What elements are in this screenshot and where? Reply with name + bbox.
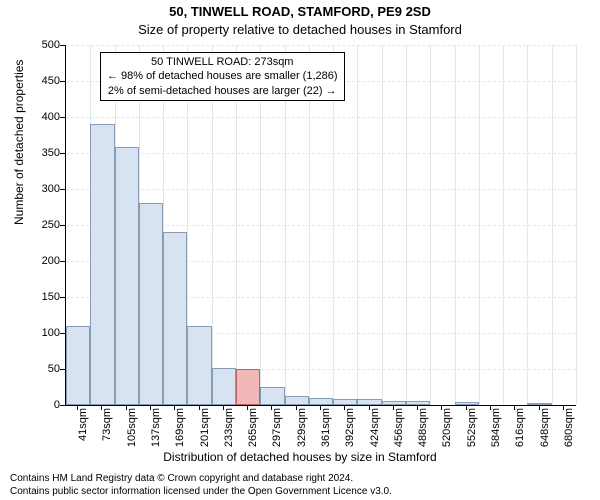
bar (285, 396, 309, 405)
footer-line-1: Contains HM Land Registry data © Crown c… (10, 472, 600, 485)
y-tick-label: 400 (25, 111, 60, 123)
x-tick-mark (441, 405, 442, 410)
bar-highlight (236, 369, 260, 405)
bar (382, 401, 406, 405)
chart-subtitle: Size of property relative to detached ho… (0, 22, 600, 37)
x-tick-mark (77, 405, 78, 410)
bar (212, 368, 236, 405)
y-tick-label: 450 (25, 75, 60, 87)
bar (187, 326, 211, 405)
x-tick-mark (174, 405, 175, 410)
y-tick-label: 50 (25, 363, 60, 375)
x-tick-mark (271, 405, 272, 410)
y-tick-label: 100 (25, 327, 60, 339)
y-tick-mark (60, 261, 65, 262)
y-tick-label: 250 (25, 219, 60, 231)
annotation-line-1: 50 TINWELL ROAD: 273sqm (107, 55, 338, 69)
y-tick-mark (60, 333, 65, 334)
y-tick-label: 500 (25, 39, 60, 51)
x-tick-mark (490, 405, 491, 410)
x-tick-mark (466, 405, 467, 410)
y-tick-mark (60, 297, 65, 298)
bar (455, 402, 479, 405)
y-tick-label: 150 (25, 291, 60, 303)
grid-line-horizontal (66, 189, 576, 190)
annotation-line-3: 2% of semi-detached houses are larger (2… (107, 84, 338, 98)
bar (406, 401, 430, 405)
footer-attribution: Contains HM Land Registry data © Crown c… (10, 472, 600, 498)
y-tick-mark (60, 189, 65, 190)
chart-title: 50, TINWELL ROAD, STAMFORD, PE9 2SD (0, 4, 600, 19)
bar (260, 387, 284, 405)
y-tick-label: 200 (25, 255, 60, 267)
x-tick-mark (563, 405, 564, 410)
x-tick-mark (150, 405, 151, 410)
grid-line-horizontal (66, 45, 576, 46)
x-tick-mark (296, 405, 297, 410)
y-tick-mark (60, 405, 65, 406)
grid-line-horizontal (66, 117, 576, 118)
y-tick-label: 300 (25, 183, 60, 195)
y-tick-mark (60, 369, 65, 370)
y-tick-mark (60, 81, 65, 82)
x-tick-mark (539, 405, 540, 410)
bar (139, 203, 163, 405)
y-tick-mark (60, 117, 65, 118)
x-tick-mark (223, 405, 224, 410)
x-tick-mark (199, 405, 200, 410)
x-tick-mark (417, 405, 418, 410)
grid-line-horizontal (66, 153, 576, 154)
x-tick-mark (101, 405, 102, 410)
grid-line-vertical (576, 45, 577, 405)
bar (163, 232, 187, 405)
bar (333, 399, 357, 405)
y-tick-label: 350 (25, 147, 60, 159)
annotation-line-2: ← 98% of detached houses are smaller (1,… (107, 69, 338, 83)
y-tick-mark (60, 225, 65, 226)
bar (309, 398, 333, 405)
y-axis-label: Number of detached properties (12, 60, 26, 225)
bar (90, 124, 114, 405)
x-tick-mark (247, 405, 248, 410)
y-tick-label: 0 (25, 399, 60, 411)
annotation-box: 50 TINWELL ROAD: 273sqm ← 98% of detache… (100, 52, 345, 101)
bar (66, 326, 90, 405)
x-tick-mark (369, 405, 370, 410)
x-tick-mark (320, 405, 321, 410)
bar (527, 403, 551, 405)
footer-line-2: Contains public sector information licen… (10, 485, 600, 498)
x-tick-mark (126, 405, 127, 410)
x-axis-label: Distribution of detached houses by size … (0, 450, 600, 464)
x-tick-mark (393, 405, 394, 410)
bar (115, 147, 139, 405)
x-tick-mark (514, 405, 515, 410)
y-tick-mark (60, 153, 65, 154)
bar (357, 399, 381, 405)
x-tick-mark (344, 405, 345, 410)
y-tick-mark (60, 45, 65, 46)
chart-container: 50, TINWELL ROAD, STAMFORD, PE9 2SD Size… (0, 0, 600, 500)
